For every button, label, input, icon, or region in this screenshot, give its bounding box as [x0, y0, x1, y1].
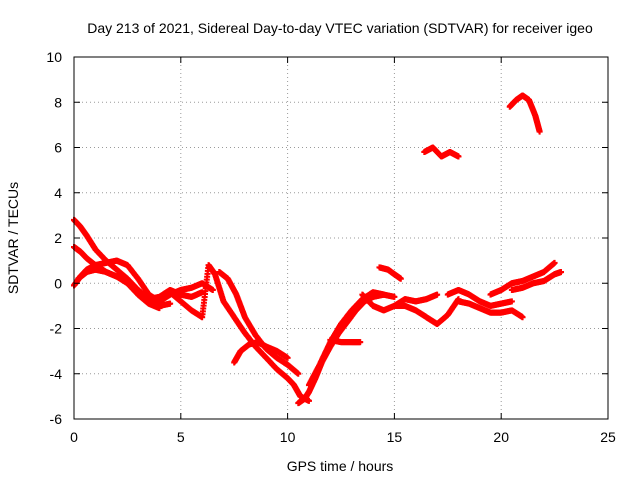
x-tick-label: 15	[387, 429, 403, 445]
series-arc-4	[75, 266, 206, 303]
data-points	[71, 92, 565, 407]
data-point	[295, 370, 302, 377]
data-point	[167, 300, 174, 307]
y-tick-label: -6	[50, 411, 63, 427]
data-point	[519, 314, 526, 321]
x-tick-label: 25	[600, 429, 616, 445]
x-tick-label: 20	[493, 429, 509, 445]
series-arc-7	[231, 339, 291, 366]
x-tick-label: 0	[70, 429, 78, 445]
data-point	[305, 397, 312, 404]
data-point	[508, 298, 515, 305]
data-point	[391, 293, 398, 300]
y-tick-label: -2	[50, 321, 63, 337]
data-point	[558, 268, 565, 275]
series-arc-15	[455, 298, 526, 321]
y-tick-label: 4	[54, 185, 62, 201]
series-arc-17	[508, 268, 565, 294]
series-arc-11	[376, 264, 404, 282]
series-arc-9	[305, 289, 387, 389]
y-axis-label: SDTVAR / TECUs	[5, 182, 21, 294]
chart-title: Day 213 of 2021, Sidereal Day-to-day VTE…	[87, 20, 593, 36]
series-arc-14	[444, 287, 515, 309]
data-point	[455, 153, 462, 160]
x-tick-label: 10	[280, 429, 296, 445]
data-point	[551, 259, 558, 266]
series-arc-19	[506, 92, 543, 135]
data-point	[434, 291, 441, 298]
data-point	[156, 305, 163, 312]
series-arc-5	[167, 262, 312, 404]
y-tick-label: 6	[54, 140, 62, 156]
data-point	[397, 275, 404, 282]
data-point	[380, 291, 387, 298]
series-arc-18	[421, 144, 462, 160]
x-tick-label: 5	[177, 429, 185, 445]
series-arc-10	[327, 336, 364, 346]
y-tick-label: 0	[54, 275, 62, 291]
y-tick-label: 10	[46, 49, 62, 65]
y-tick-label: 2	[54, 230, 62, 246]
series-arc-16	[487, 259, 558, 298]
series-arc-6	[216, 268, 302, 377]
data-point	[357, 339, 364, 346]
grid	[74, 57, 608, 419]
data-point	[536, 128, 543, 135]
y-tick-label: 8	[54, 94, 62, 110]
data-point	[284, 354, 291, 361]
axis-ticks: 0 5 10 15 20 25 -6 -4 -2 0 2 4 6 8 10	[46, 49, 616, 445]
x-axis-label: GPS time / hours	[287, 458, 394, 474]
data-point	[209, 287, 216, 294]
y-tick-label: -4	[50, 366, 63, 382]
